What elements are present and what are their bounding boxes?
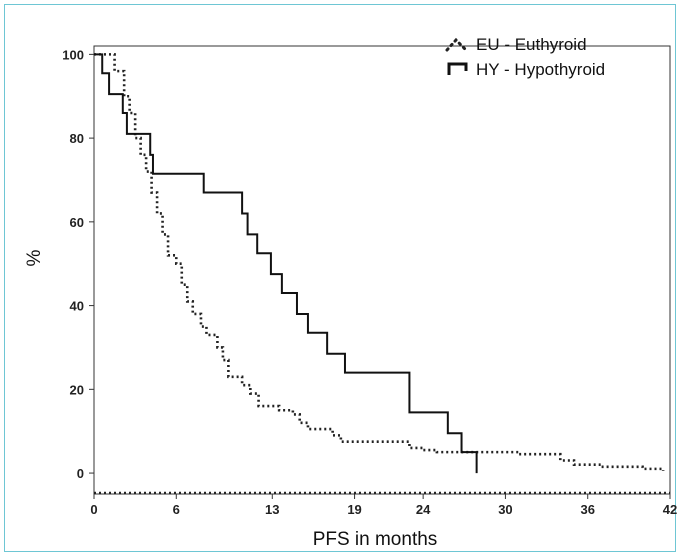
series-line-hypothyroid bbox=[94, 53, 478, 474]
y-tick-label: 80 bbox=[70, 131, 84, 146]
legend-item-euthyroid: EU - Euthyroid bbox=[445, 35, 587, 54]
y-tick-label: 20 bbox=[70, 382, 84, 397]
x-axis-title: PFS in months bbox=[313, 529, 438, 550]
legend-label-hypothyroid: HY - Hypothyroid bbox=[476, 60, 605, 79]
x-tick-label: 42 bbox=[663, 502, 677, 517]
plot-area bbox=[93, 45, 671, 495]
legend-swatch-euthyroid bbox=[445, 37, 468, 52]
x-tick-label: 19 bbox=[347, 502, 361, 517]
y-tick-label: 60 bbox=[70, 215, 84, 230]
legend-swatch-hypothyroid bbox=[447, 62, 468, 75]
y-tick-label: 100 bbox=[62, 47, 84, 62]
series-line-euthyroid bbox=[94, 53, 665, 471]
y-axis-title: % bbox=[24, 249, 45, 266]
x-tick-label: 36 bbox=[580, 502, 594, 517]
legend: EU - Euthyroid HY - Hypothyroid bbox=[445, 35, 605, 79]
x-tick-label: 6 bbox=[173, 502, 180, 517]
x-tick-label: 24 bbox=[416, 502, 431, 517]
legend-item-hypothyroid: HY - Hypothyroid bbox=[447, 60, 605, 79]
y-tick-label: 40 bbox=[70, 299, 84, 314]
x-tick-label: 13 bbox=[265, 502, 279, 517]
x-tick-label: 0 bbox=[90, 502, 97, 517]
y-tick-label: 0 bbox=[77, 466, 84, 481]
x-tick-label: 30 bbox=[498, 502, 512, 517]
legend-label-euthyroid: EU - Euthyroid bbox=[476, 35, 587, 54]
